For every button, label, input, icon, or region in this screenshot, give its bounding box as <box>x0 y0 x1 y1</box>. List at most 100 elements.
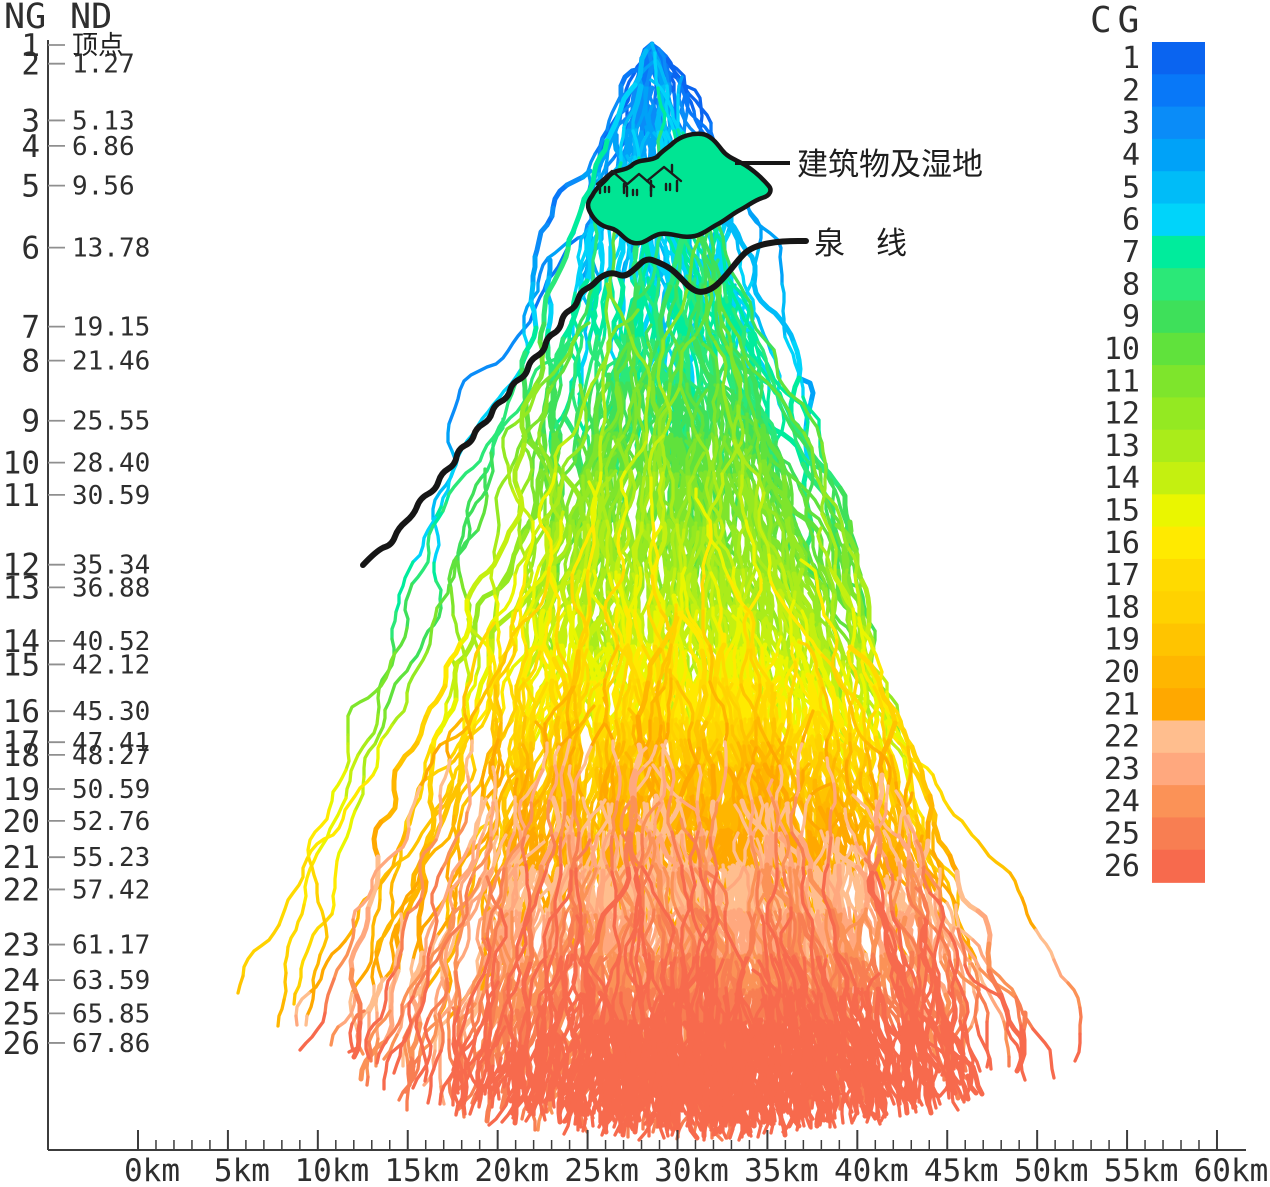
legend-swatch <box>1152 74 1205 108</box>
nd-value: 47.41 <box>72 728 150 758</box>
legend-swatch <box>1152 526 1205 560</box>
legend-swatch <box>1152 688 1205 722</box>
spring-line <box>360 238 809 568</box>
legend-entry-label: 23 <box>1104 752 1140 787</box>
legend-swatch <box>1152 138 1205 173</box>
nd-value: 61.17 <box>72 931 150 961</box>
ng-number: 23 <box>3 928 40 964</box>
legend-swatch <box>1152 849 1205 883</box>
legend: CG 1234567891011121314151617181920212223… <box>1090 0 1205 884</box>
legend-entry-label: 19 <box>1104 623 1140 658</box>
legend-entry-label: 11 <box>1104 364 1140 399</box>
legend-swatch <box>1152 203 1205 237</box>
legend-swatch <box>1152 429 1205 463</box>
nd-value: 63.59 <box>72 966 150 996</box>
legend-swatch <box>1152 591 1205 625</box>
km-label: 25km <box>564 1153 639 1187</box>
ng-number: 3 <box>21 103 40 139</box>
legend-entry-label: 3 <box>1122 106 1140 141</box>
km-label: 20km <box>474 1153 549 1187</box>
km-label: 50km <box>1014 1153 1089 1187</box>
ng-number: 4 <box>21 129 40 165</box>
ng-number: 1 <box>21 28 40 64</box>
nd-value: 55.23 <box>72 843 150 873</box>
nd-value: 65.85 <box>72 999 150 1029</box>
legend-entry-label: 9 <box>1122 300 1140 335</box>
nd-value: 28.40 <box>72 449 150 479</box>
ng-number: 26 <box>3 1026 40 1062</box>
legend-entry-label: 24 <box>1104 784 1140 819</box>
legend-swatch <box>1152 462 1205 496</box>
legend-entry-label: 4 <box>1122 138 1140 173</box>
nd-value: 25.55 <box>72 407 150 437</box>
legend-entry-label: 26 <box>1104 849 1140 884</box>
nd-value: 50.59 <box>72 775 150 805</box>
nd-value: 9.56 <box>72 172 135 202</box>
nd-value: 36.88 <box>72 573 150 603</box>
legend-entry-label: 14 <box>1104 461 1140 496</box>
nd-value: 21.46 <box>72 347 150 377</box>
nd-value: 13.78 <box>72 234 150 264</box>
legend-entry-label: 2 <box>1122 73 1140 108</box>
km-label: 10km <box>295 1153 370 1187</box>
nd-value: 45.30 <box>72 697 150 727</box>
nd-value: 57.42 <box>72 875 150 905</box>
legend-swatch <box>1152 365 1205 399</box>
nd-header: ND <box>70 0 112 37</box>
ng-number: 21 <box>3 840 40 876</box>
ng-number: 24 <box>3 963 40 999</box>
ng-number: 16 <box>3 694 40 730</box>
ng-number: 8 <box>21 344 40 380</box>
legend-entry-label: 25 <box>1104 817 1140 852</box>
legend-entry-label: 10 <box>1104 332 1140 367</box>
km-label: 5km <box>214 1153 270 1187</box>
ng-number: 25 <box>3 996 40 1032</box>
ng-number: 2 <box>21 47 40 83</box>
ng-number: 20 <box>3 804 40 840</box>
ng-number: 6 <box>21 231 40 267</box>
legend-swatch <box>1152 42 1205 76</box>
ng-number: 19 <box>3 772 40 808</box>
km-label: 30km <box>654 1153 729 1187</box>
nd-value: 5.13 <box>72 106 135 136</box>
left-axis: NG ND 1 顶点 2 1.27 3 5.13 4 6.86 5 9.56 6 13.78 7 19.1… <box>3 0 150 1150</box>
legend-title: CG <box>1090 0 1145 41</box>
legend-swatch <box>1152 494 1205 528</box>
legend-entry-label: 21 <box>1104 687 1140 722</box>
legend-swatch <box>1152 171 1205 205</box>
legend-swatch <box>1152 817 1205 851</box>
legend-entry-label: 1 <box>1122 41 1140 76</box>
legend-swatch <box>1152 300 1205 334</box>
legend-swatch <box>1152 106 1205 140</box>
ng-number: 17 <box>3 725 40 761</box>
legend-swatch <box>1152 655 1205 689</box>
legend-swatch <box>1152 332 1205 366</box>
ng-number: 11 <box>3 478 40 514</box>
legend-swatch <box>1152 752 1205 786</box>
ng-number: 13 <box>3 570 40 606</box>
spring-line-path <box>360 238 809 568</box>
bottom-axis: 0km 5km 10km 15km 20km 25km 30km 35km 40km 45km 50… <box>48 1130 1268 1187</box>
nd-value: 67.86 <box>72 1029 150 1059</box>
legend-entry-label: 16 <box>1104 526 1140 561</box>
nd-value: 6.86 <box>72 132 135 162</box>
ng-number: 12 <box>3 548 40 584</box>
legend-entry-label: 12 <box>1104 397 1140 432</box>
km-label: 35km <box>744 1153 819 1187</box>
legend-entry-label: 8 <box>1122 267 1140 302</box>
ng-number: 7 <box>21 310 40 346</box>
legend-entry-label: 20 <box>1104 655 1140 690</box>
nd-value: 42.12 <box>72 650 150 680</box>
nd-value: 1.27 <box>72 50 135 80</box>
legend-entry-label: 18 <box>1104 590 1140 625</box>
nd-value: 40.52 <box>72 627 150 657</box>
drainage-network <box>236 41 1083 1142</box>
nd-value: 52.76 <box>72 807 150 837</box>
stream-band-26 <box>351 866 1027 1141</box>
ng-number: 15 <box>3 647 40 683</box>
legend-entry-label: 15 <box>1104 493 1140 528</box>
legend-entry-label: 17 <box>1104 558 1140 593</box>
legend-swatch <box>1152 558 1205 593</box>
km-label: 45km <box>924 1153 999 1187</box>
